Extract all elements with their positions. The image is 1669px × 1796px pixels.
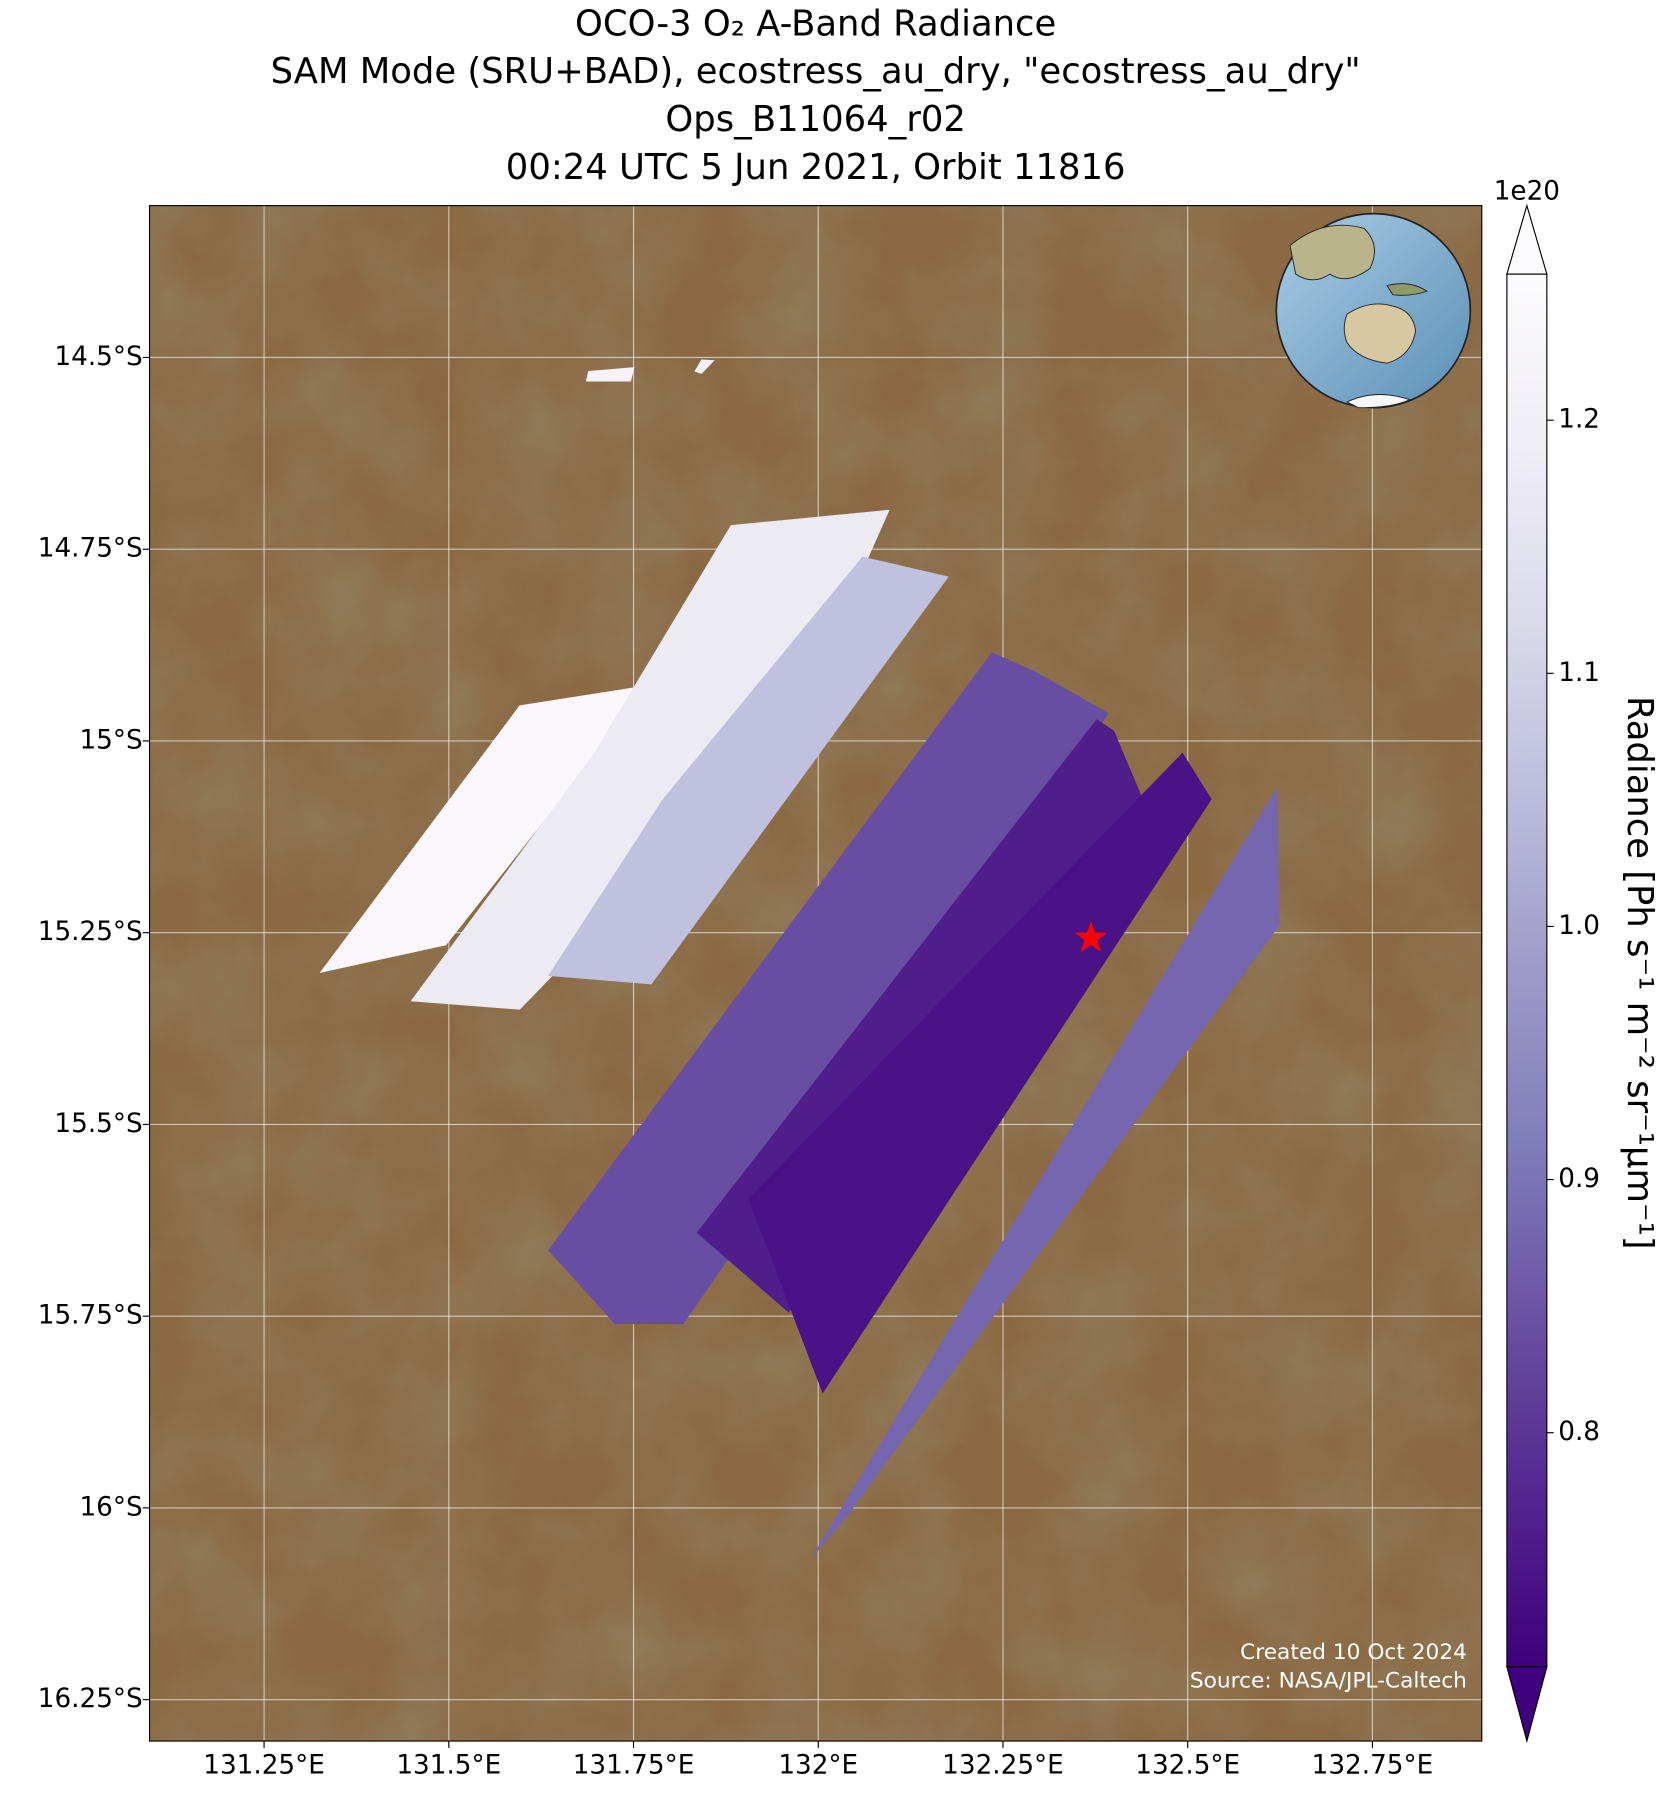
annotation: Source: NASA/JPL-Caltech — [1190, 1669, 1467, 1694]
swath — [585, 367, 635, 382]
x-tick-label: 131.75°E — [573, 1751, 695, 1781]
colorbar-gradient — [1506, 273, 1548, 1668]
colorbar-label: Radiance [Ph s⁻¹ m⁻² sr⁻¹μm⁻¹] — [1619, 696, 1660, 1250]
swath — [548, 556, 949, 985]
swath — [548, 652, 1110, 1325]
swath — [410, 509, 890, 1010]
x-tick-label: 131.25°E — [203, 1751, 325, 1781]
y-tick-label: 14.75°S — [38, 534, 143, 564]
title-block: OCO-3 O₂ A-Band Radiance SAM Mode (SRU+BA… — [271, 3, 1361, 188]
map-area — [149, 205, 1482, 1742]
y-tick-label: 16°S — [79, 1492, 142, 1522]
y-tick-label: 15.5°S — [54, 1109, 142, 1139]
colorbar-tick-label: 0.8 — [1558, 1417, 1600, 1447]
y-tick-label: 16.25°S — [38, 1684, 143, 1714]
x-tick-label: 132.75°E — [1312, 1751, 1434, 1781]
colorbar-tick-label: 1.0 — [1558, 911, 1600, 941]
y-tick-label: 15°S — [79, 725, 142, 755]
x-tick-label: 132°E — [778, 1751, 858, 1781]
y-tick-label: 15.25°S — [38, 917, 143, 947]
title-line: SAM Mode (SRU+BAD), ecostress_au_dry, "e… — [271, 51, 1361, 92]
site-marker — [1074, 920, 1108, 952]
colorbar-extend-bottom — [1506, 1666, 1548, 1744]
colorbar: 0.8 0.9 1.0 1.1 1.2 1e20 Radiance [Ph s⁻¹ m⁻² … — [1494, 176, 1660, 1744]
colorbar-tick-label: 0.9 — [1558, 1164, 1600, 1194]
x-tick-label: 132.5°E — [1135, 1751, 1240, 1781]
map-frame — [148, 205, 1483, 1742]
globe-inset — [1275, 212, 1472, 409]
swath — [811, 786, 1280, 1558]
annotation: Created 10 Oct 2024 — [1240, 1640, 1467, 1665]
x-tick-label: 132.25°E — [942, 1751, 1064, 1781]
colorbar-tick-label: 1.2 — [1558, 405, 1600, 435]
title-line: 00:24 UTC 5 Jun 2021, Orbit 11816 — [506, 147, 1126, 188]
swath — [694, 359, 715, 374]
x-tick-label: 131.5°E — [396, 1751, 501, 1781]
colorbar-offset: 1e20 — [1494, 176, 1560, 206]
title-line: OCO-3 O₂ A-Band Radiance — [575, 3, 1056, 44]
y-tick-label: 15.75°S — [38, 1301, 143, 1331]
swath — [748, 752, 1212, 1394]
y-tick-label: 14.5°S — [54, 342, 142, 372]
colorbar-extend-top — [1506, 203, 1548, 275]
title-line: Ops_B11064_r02 — [665, 99, 965, 140]
colorbar-tick-label: 1.1 — [1558, 658, 1600, 688]
